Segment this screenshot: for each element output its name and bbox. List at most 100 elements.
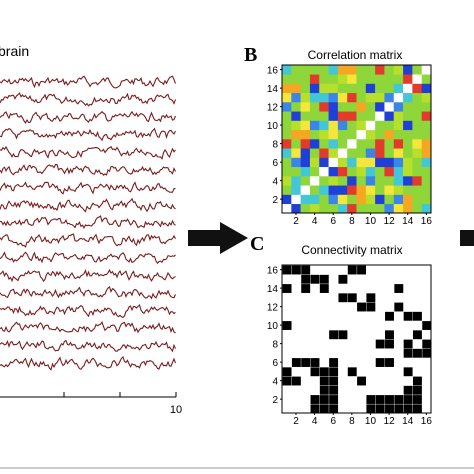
correlation-cell xyxy=(412,166,422,177)
correlation-cell xyxy=(412,102,422,112)
connectivity-cell xyxy=(310,274,320,284)
correlation-cell xyxy=(328,92,339,103)
correlation-cell xyxy=(319,120,329,131)
correlation-cell xyxy=(300,102,311,112)
eeg-traces xyxy=(0,75,177,371)
connectivity-cell xyxy=(375,395,385,404)
correlation-cell xyxy=(309,203,320,214)
correlation-cell xyxy=(282,194,292,205)
correlation-cell xyxy=(300,194,311,205)
correlation-cell xyxy=(421,74,432,84)
correlation-cell xyxy=(309,129,320,140)
connectivity-cell xyxy=(385,404,394,414)
correlation-cell xyxy=(365,129,376,140)
correlation-cell xyxy=(421,185,432,195)
panel-c-letter: C xyxy=(250,233,264,255)
correlation-cell xyxy=(319,92,329,103)
connectivity-cell xyxy=(403,311,413,321)
correlation-cell xyxy=(356,120,367,131)
eeg-trace xyxy=(0,339,176,353)
connectivity-cell xyxy=(282,376,292,386)
eeg-trace xyxy=(0,356,177,371)
correlation-cell xyxy=(384,92,395,103)
connectivity-cell xyxy=(422,321,432,330)
correlation-cell xyxy=(393,194,404,205)
correlation-cell xyxy=(412,139,422,149)
connectivity-cell xyxy=(338,330,348,340)
correlation-cell xyxy=(347,74,357,84)
correlation-cell xyxy=(328,111,339,121)
correlation-cell xyxy=(282,111,292,121)
panel-b-frame xyxy=(281,64,432,214)
correlation-cell xyxy=(291,157,301,168)
correlation-cell xyxy=(347,157,357,168)
correlation-cell xyxy=(328,185,339,195)
correlation-cell xyxy=(282,92,292,103)
correlation-cell xyxy=(328,65,339,75)
connectivity-cell xyxy=(357,376,367,386)
correlation-cell xyxy=(412,74,422,84)
correlation-cell xyxy=(291,148,301,158)
connectivity-cell xyxy=(403,395,413,404)
correlation-cell xyxy=(319,166,329,177)
panel-b-title: Correlation matrix xyxy=(308,48,403,62)
connectivity-cell xyxy=(403,367,413,377)
correlation-cell xyxy=(403,194,413,205)
correlation-cell xyxy=(375,203,385,214)
correlation-cell xyxy=(384,166,395,177)
eeg-trace xyxy=(0,303,176,319)
correlation-cell xyxy=(365,102,376,112)
correlation-cell xyxy=(291,129,301,140)
correlation-cell xyxy=(319,203,329,214)
correlation-cell xyxy=(365,166,376,177)
panel-a-title: brain xyxy=(0,43,29,59)
correlation-cell xyxy=(356,166,367,177)
correlation-cell xyxy=(365,139,376,149)
correlation-cell xyxy=(347,185,357,195)
correlation-cell xyxy=(300,148,311,158)
correlation-cell xyxy=(282,185,292,195)
connectivity-cell xyxy=(412,330,422,340)
correlation-cell xyxy=(375,92,385,103)
correlation-cell xyxy=(347,203,357,214)
x-tick-label: 16 xyxy=(421,416,433,427)
correlation-cell xyxy=(393,157,404,168)
correlation-cell xyxy=(412,185,422,195)
panel-b-correlation: B Correlation matrix 2 4 6 8 10 12 14 16 2 4 6 8 10… xyxy=(244,44,432,227)
correlation-cell xyxy=(421,139,432,149)
correlation-cell xyxy=(393,139,404,149)
correlation-cell xyxy=(300,111,311,121)
panel-b-y-ticks: 2 4 6 8 10 12 14 16 xyxy=(267,66,282,206)
correlation-cell xyxy=(282,203,292,214)
panel-b-x-ticks: 2 4 6 8 10 12 14 16 xyxy=(293,213,432,227)
x-tick-label: 6 xyxy=(330,216,336,227)
correlation-cell xyxy=(384,65,395,75)
x-tick-label: 2 xyxy=(293,216,299,227)
eeg-trace xyxy=(0,75,177,89)
correlation-cell xyxy=(365,120,376,131)
y-tick-label: 2 xyxy=(272,195,278,206)
correlation-cell xyxy=(375,74,385,84)
connectivity-cell xyxy=(403,348,413,358)
connectivity-cell xyxy=(291,265,301,275)
eeg-trace xyxy=(0,110,177,124)
correlation-cell xyxy=(375,185,385,195)
correlation-cell xyxy=(421,129,432,140)
correlation-cell xyxy=(403,102,413,112)
connectivity-cell xyxy=(412,311,422,321)
correlation-cell xyxy=(309,65,320,75)
connectivity-cell xyxy=(310,395,320,404)
correlation-cell xyxy=(356,102,367,112)
correlation-cell xyxy=(319,194,329,205)
correlation-cell xyxy=(319,102,329,112)
eeg-trace xyxy=(0,251,176,265)
correlation-cell xyxy=(393,176,404,186)
connectivity-cell xyxy=(403,339,413,349)
connectivity-cell xyxy=(310,367,320,377)
eeg-trace xyxy=(0,197,176,213)
connectivity-cell xyxy=(347,293,357,303)
correlation-cell xyxy=(384,139,395,149)
connectivity-cell xyxy=(375,404,385,414)
correlation-cell xyxy=(365,185,376,195)
